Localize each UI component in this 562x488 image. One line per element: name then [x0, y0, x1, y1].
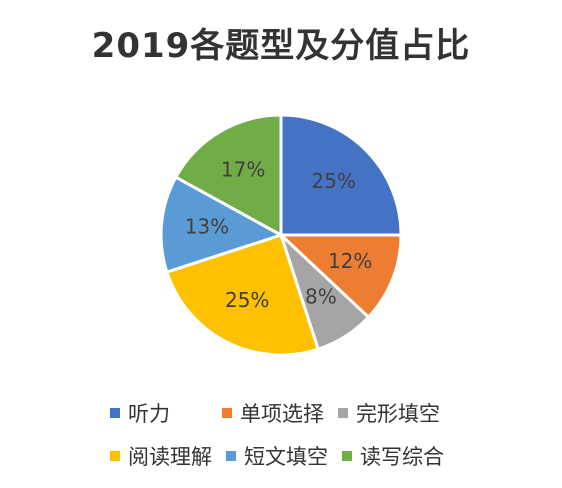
data-label-gap-fill: 13%: [185, 214, 229, 238]
legend-label-reading: 阅读理解: [128, 445, 212, 469]
legend-item-read-write: 读写综合: [342, 441, 444, 471]
legend-row-2: 阅读理解 短文填空 读写综合: [110, 441, 458, 471]
data-label-read-write: 17%: [221, 157, 265, 181]
legend-swatch-cloze: [338, 408, 348, 418]
pie-slice-read-write: [173, 113, 283, 238]
legend-label-read-write: 读写综合: [360, 445, 444, 469]
chart-title: 2019各题型及分值占比: [91, 26, 471, 66]
legend-label-gap-fill: 短文填空: [244, 445, 328, 469]
legend-item-cloze: 完形填空: [338, 398, 440, 428]
legend-swatch-read-write: [342, 451, 352, 461]
data-label-single-choice: 12%: [328, 249, 372, 273]
legend-item-reading: 阅读理解: [110, 441, 212, 471]
legend-swatch-single-choice: [222, 408, 232, 418]
legend-swatch-gap-fill: [226, 451, 236, 461]
pie-slice-listening: [279, 113, 403, 237]
legend-label-cloze: 完形填空: [356, 402, 440, 426]
legend-label-single-choice: 单项选择: [240, 402, 324, 426]
legend-item-single-choice: 单项选择: [222, 398, 324, 428]
pie-slice-reading: [164, 233, 320, 357]
pie-slice-gap-fill: [159, 175, 285, 274]
data-label-cloze: 8%: [305, 284, 337, 308]
legend-swatch-reading: [110, 451, 120, 461]
legend-row-1: 听力 单项选择 完形填空: [110, 398, 454, 428]
legend-item-listening: 听力: [110, 398, 170, 428]
data-label-listening: 25%: [311, 169, 355, 193]
data-label-reading: 25%: [225, 288, 269, 312]
legend-item-gap-fill: 短文填空: [226, 441, 328, 471]
legend-label-listening: 听力: [128, 402, 170, 426]
legend-swatch-listening: [110, 408, 120, 418]
pie-slice-single-choice: [277, 233, 403, 320]
